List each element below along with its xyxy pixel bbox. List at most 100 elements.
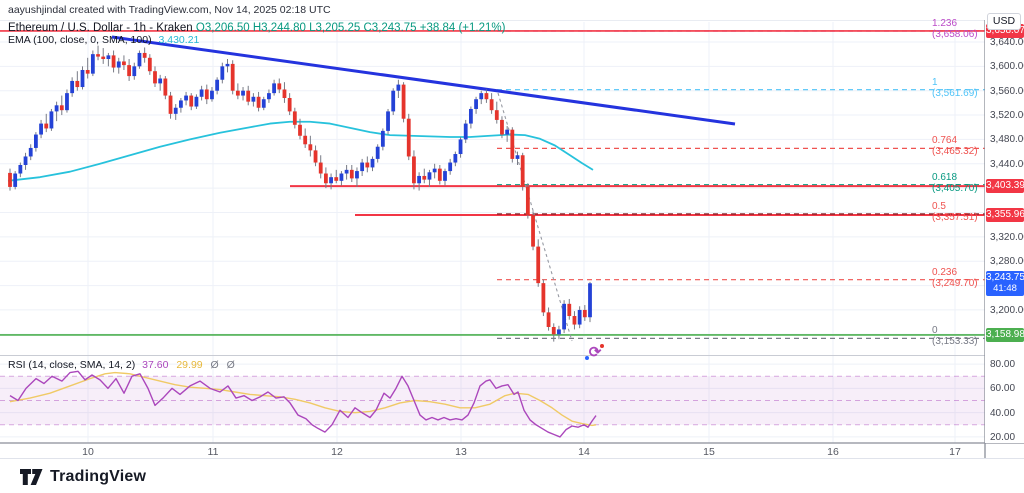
fib-level-label: 1 (3,561.69) bbox=[932, 76, 978, 99]
tradingview-logo-icon bbox=[20, 469, 43, 485]
fib-connector-line[interactable] bbox=[497, 92, 573, 342]
ema-label: EMA (100, close, 0, SMA, 100) bbox=[8, 34, 152, 46]
candle bbox=[59, 105, 64, 111]
candle bbox=[251, 96, 256, 102]
fib-level-label: 0 (3,153.33) bbox=[932, 325, 978, 348]
candle bbox=[101, 56, 106, 60]
candle bbox=[215, 79, 220, 91]
candle bbox=[272, 83, 277, 94]
rsi-empty-value-2: Ø bbox=[226, 359, 235, 371]
candle bbox=[437, 168, 442, 181]
candle bbox=[484, 93, 489, 100]
candle bbox=[210, 90, 214, 100]
candle bbox=[277, 83, 282, 90]
ohlc-close: C3,243.75 bbox=[363, 22, 417, 34]
fib-level-label: 0.236 (3,249.70) bbox=[932, 266, 978, 289]
time-axis-label: 13 bbox=[455, 446, 467, 458]
candle bbox=[474, 99, 478, 109]
price-badge: 3,243.75 41:48 bbox=[986, 270, 1024, 296]
candle bbox=[13, 173, 18, 187]
candle bbox=[463, 123, 468, 140]
candle bbox=[142, 52, 147, 58]
candle bbox=[80, 69, 85, 88]
candle bbox=[292, 111, 297, 125]
candle bbox=[505, 129, 510, 135]
rsi-label: RSI (14, close, SMA, 14, 2) bbox=[8, 359, 136, 371]
rsi-legend-row[interactable]: RSI (14, close, SMA, 14, 2) 37.60 29.99 … bbox=[8, 359, 235, 371]
candle bbox=[122, 61, 126, 66]
fib-level-label: 0.618 (3,405.70) bbox=[932, 171, 978, 194]
candle bbox=[360, 162, 365, 172]
candle bbox=[298, 124, 302, 136]
ohlc-high: H3,244.80 bbox=[252, 22, 306, 34]
rsi-tick-label: 80.00 bbox=[990, 359, 1016, 371]
candle bbox=[365, 162, 370, 168]
candle bbox=[386, 111, 390, 131]
candle bbox=[520, 155, 525, 187]
rsi-line bbox=[9, 370, 597, 438]
candle bbox=[235, 90, 240, 96]
candle bbox=[515, 155, 520, 159]
ema-value: 3,430.21 bbox=[158, 34, 200, 46]
candle bbox=[349, 169, 354, 179]
candle bbox=[588, 283, 592, 318]
candle bbox=[189, 95, 194, 107]
candle bbox=[153, 71, 157, 84]
candle bbox=[323, 173, 328, 184]
price-axis[interactable] bbox=[985, 20, 1024, 443]
candle bbox=[199, 89, 204, 97]
price-tick-label: 3,560.00 bbox=[990, 85, 1024, 97]
circular-arrows-icon[interactable]: ⟳ bbox=[585, 344, 604, 362]
candle bbox=[116, 61, 121, 68]
candle bbox=[256, 96, 261, 108]
candle bbox=[111, 55, 116, 68]
candle bbox=[329, 177, 333, 184]
ema-line bbox=[7, 120, 594, 182]
price-tick-label: 3,480.00 bbox=[990, 134, 1024, 146]
time-axis-label: 17 bbox=[949, 446, 961, 458]
price-badge: 3,403.39 bbox=[986, 179, 1024, 194]
candle bbox=[494, 110, 499, 120]
candle bbox=[458, 139, 463, 155]
candle bbox=[173, 107, 178, 114]
candle bbox=[453, 154, 458, 163]
candle bbox=[396, 84, 401, 91]
candle bbox=[65, 93, 69, 111]
rsi-empty-value: Ø bbox=[210, 359, 219, 371]
symbol-legend-row[interactable]: Ethereum / U.S. Dollar - 1h - Kraken O3,… bbox=[8, 22, 505, 34]
candle bbox=[18, 164, 23, 174]
candle bbox=[468, 108, 473, 124]
candle bbox=[49, 111, 54, 129]
countdown-timer: 41:48 bbox=[993, 282, 1017, 294]
candle bbox=[582, 309, 587, 318]
ohlc-change: +38.84 (+1.21%) bbox=[419, 22, 506, 34]
time-axis-label: 16 bbox=[827, 446, 839, 458]
candle bbox=[412, 156, 416, 184]
tradingview-logo[interactable]: TradingView bbox=[20, 468, 146, 486]
tradingview-logo-text: TradingView bbox=[50, 468, 147, 485]
currency-toggle-button[interactable]: USD bbox=[987, 13, 1021, 30]
candle bbox=[194, 96, 199, 107]
candle bbox=[75, 80, 80, 88]
rsi-ma-value: 29.99 bbox=[176, 359, 203, 371]
candle bbox=[163, 78, 168, 96]
price-badge: 3,158.98 bbox=[986, 327, 1024, 342]
candle bbox=[70, 80, 75, 94]
ema-legend-row[interactable]: EMA (100, close, 0, SMA, 100) 3,430.21 bbox=[8, 34, 199, 46]
candle bbox=[85, 69, 90, 74]
candle bbox=[287, 98, 292, 112]
time-axis-label: 11 bbox=[207, 446, 219, 458]
candle bbox=[147, 57, 152, 72]
candle bbox=[241, 90, 245, 96]
candle bbox=[344, 169, 349, 174]
price-tick-label: 3,640.00 bbox=[990, 36, 1024, 48]
candle bbox=[406, 118, 411, 157]
candle bbox=[489, 99, 494, 111]
candle bbox=[90, 54, 95, 74]
candle bbox=[308, 144, 313, 151]
time-axis-label: 15 bbox=[703, 446, 715, 458]
downtrend-line-drawing[interactable] bbox=[111, 35, 736, 126]
candle bbox=[510, 129, 515, 159]
candle bbox=[334, 177, 339, 181]
